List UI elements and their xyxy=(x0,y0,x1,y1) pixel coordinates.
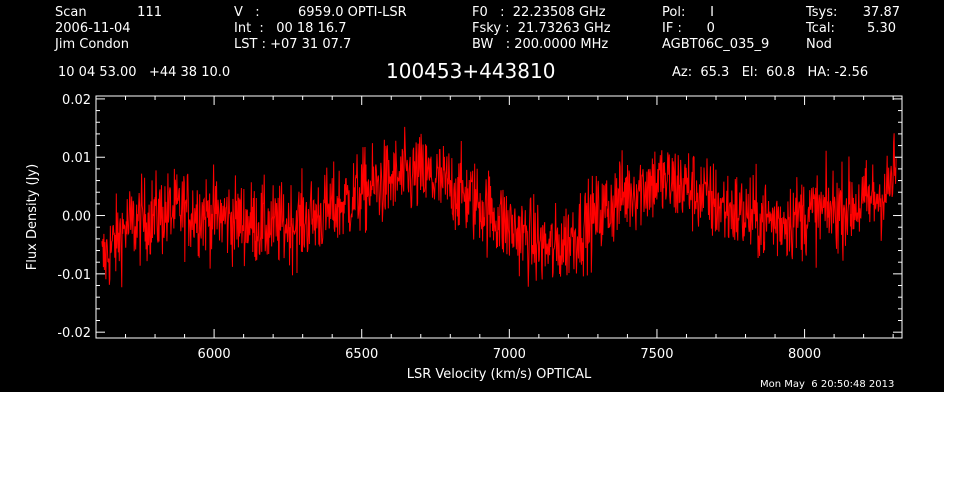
lst: LST : +07 31 07.7 xyxy=(234,37,352,52)
obs-date: 2006-11-04 xyxy=(55,21,131,36)
axes-frame xyxy=(95,95,903,339)
x-tick-label: 7000 xyxy=(493,347,526,362)
sky-frequency: Fsky : 21.73263 GHz xyxy=(472,21,611,36)
y-axis-label: Flux Density (Jy) xyxy=(25,164,40,270)
y-tick-label: -0.01 xyxy=(57,268,91,283)
y-tick-label: 0.01 xyxy=(62,151,91,166)
tcal-label: Tcal: xyxy=(806,21,835,36)
velocity-label: V : xyxy=(234,5,260,20)
tsys-value: 37.87 xyxy=(862,5,900,20)
x-tick-label: 6500 xyxy=(345,347,378,362)
x-tick-label: 7500 xyxy=(640,347,673,362)
polarization: Pol: I xyxy=(662,5,714,20)
observer: Jim Condon xyxy=(55,37,129,52)
velocity-value: 6959.0 OPTI-LSR xyxy=(298,5,407,20)
y-tick-label: 0.00 xyxy=(62,210,91,225)
rest-frequency: F0 : 22.23508 GHz xyxy=(472,5,606,20)
bandwidth: BW : 200.0000 MHz xyxy=(472,37,609,52)
integration-time: Int : 00 18 16.7 xyxy=(234,21,347,36)
y-tick-label: -0.02 xyxy=(57,326,91,341)
scan-number: 111 xyxy=(137,5,162,20)
tcal-value: 5.30 xyxy=(867,21,896,36)
source-name: 100453+443810 xyxy=(386,59,556,83)
spectrum-line xyxy=(101,126,897,288)
x-tick-label: 6000 xyxy=(198,347,231,362)
spectrum-chart: 6000 6500 7000 7500 8000 0.02 0.01 0.00 -0.01 -0.… xyxy=(25,93,903,382)
source-coordinates: 10 04 53.00 +44 38 10.0 xyxy=(58,65,231,80)
x-tick-label: 8000 xyxy=(788,347,821,362)
pointing-info: Az: 65.3 El: 60.8 HA: -2.56 xyxy=(672,65,869,80)
plot-timestamp: Mon May 6 20:50:48 2013 xyxy=(760,379,895,390)
tsys-label: Tsys: xyxy=(806,5,838,20)
x-axis-label: LSR Velocity (km/s) OPTICAL xyxy=(407,367,592,382)
y-tick-label: 0.02 xyxy=(62,93,91,108)
switching-mode: Nod xyxy=(806,37,832,52)
if-number: IF : 0 xyxy=(662,21,715,36)
project-id: AGBT06C_035_9 xyxy=(662,37,770,52)
scan-label: Scan xyxy=(55,5,87,20)
plot-panel xyxy=(0,0,944,392)
